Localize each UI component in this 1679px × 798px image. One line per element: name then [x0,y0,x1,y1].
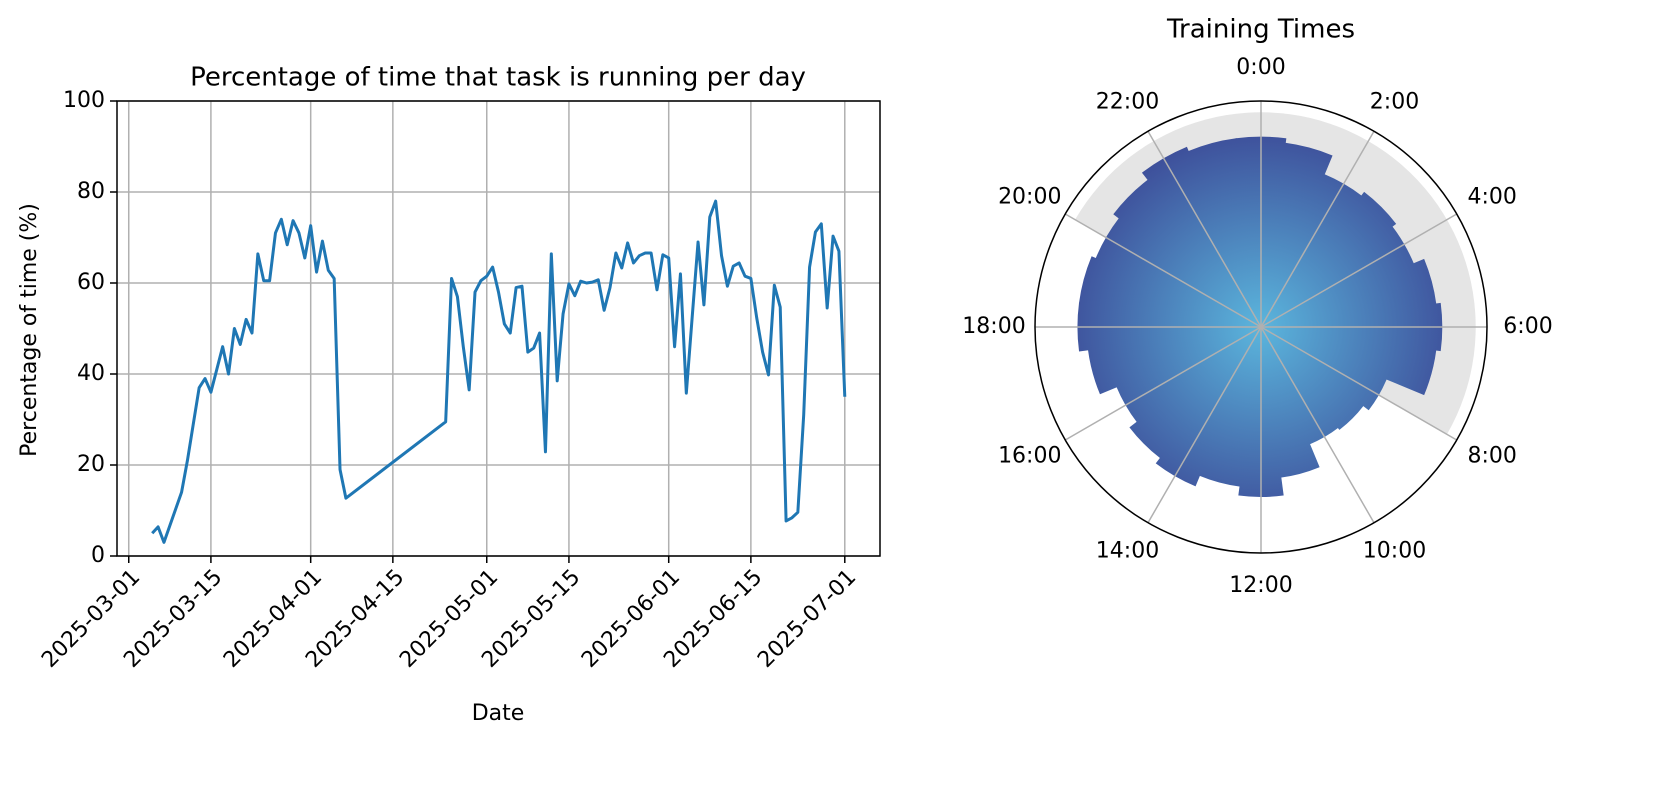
spoke [1260,213,1458,328]
spoke [1147,130,1262,328]
y-axis-label: Percentage of time (%) [17,203,42,457]
y-tick-label: 100 [63,88,105,113]
angle-tick-label: 22:00 [1096,90,1159,115]
spoke [1064,213,1262,328]
angle-tick-label: 2:00 [1370,90,1419,115]
rose-wedge [1129,326,1262,459]
x-tick-label: 2025-07-01 [753,565,861,673]
rose-wedge [1260,326,1437,396]
angle-tick-label: 0:00 [1236,55,1285,80]
rose-wedge [1078,256,1262,328]
spoke [1260,326,1458,441]
rose-wedge [1260,191,1397,328]
chart-title: Training Times [1166,15,1355,45]
polar-frame [1034,100,1488,554]
y-tick-label: 40 [77,361,105,386]
spoke [1064,326,1262,441]
rose-wedge [1187,138,1262,328]
angle-tick-label: 12:00 [1229,573,1292,598]
y-tick-label: 60 [77,270,105,295]
spoke [1260,326,1375,524]
plot-frame [116,100,881,557]
angle-tick-label: 4:00 [1468,185,1517,210]
chart-title: Percentage of time that task is running … [190,63,806,93]
data-line [151,199,847,544]
angle-tick-label: 16:00 [998,444,1061,469]
y-tick-label: 20 [77,452,105,477]
spoke [1147,326,1262,524]
y-tick-label: 0 [91,543,105,568]
angle-tick-label: 8:00 [1468,444,1517,469]
y-tick-label: 80 [77,179,105,204]
angle-tick-label: 18:00 [962,314,1025,339]
rose-wedge [1260,326,1364,430]
angle-tick-label: 14:00 [1096,538,1159,563]
angle-tick-label: 20:00 [998,185,1061,210]
rose-wedge [1260,142,1333,328]
spoke [1260,130,1375,328]
angle-tick-label: 6:00 [1503,314,1552,339]
x-axis-label: Date [472,701,525,726]
angle-tick-label: 10:00 [1363,538,1426,563]
